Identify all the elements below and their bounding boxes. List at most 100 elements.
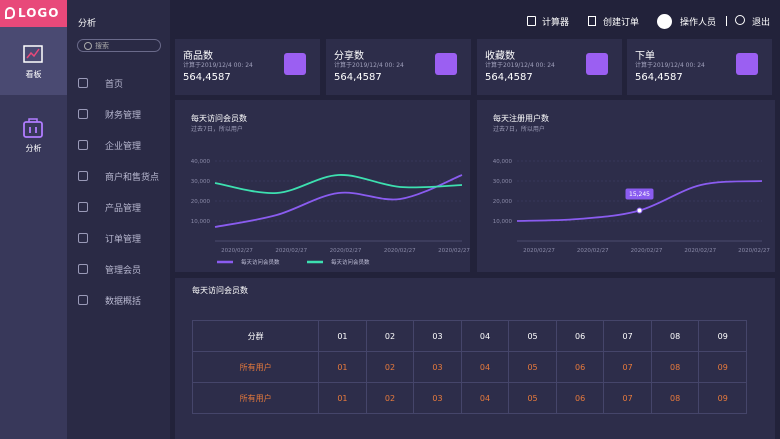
menu-item[interactable]: 商户和售货点 [105, 173, 160, 183]
calc-icon [527, 16, 536, 26]
cell: 04 [460, 351, 510, 383]
chart-subtitle: 过去7日，所以用户 [493, 125, 545, 133]
calculator[interactable]: 计算器 [542, 18, 570, 28]
card-icon [284, 53, 306, 75]
header-cell: 05 [508, 320, 557, 352]
cell: 09 [698, 382, 747, 414]
logo: LOGO [0, 0, 67, 27]
stat-card: 分享数 计算于2019/12/4 00: 24 564,4587 [326, 39, 471, 95]
table-header: 分群 01 02 03 04 05 06 07 08 09 [191, 320, 747, 352]
menu-item[interactable]: 企业管理 [105, 142, 142, 152]
y-tick-label: 30,000 [493, 179, 513, 185]
x-tick-label: 2020/02/27 [275, 248, 307, 254]
user[interactable]: 操作人员 [680, 18, 717, 28]
header-cell: 09 [698, 320, 747, 352]
chart-panel: 每天访问会员数 过去7日，所以用户 10,000 20,000 30,000 40,000… [175, 100, 470, 272]
logout-icon [735, 15, 745, 25]
y-tick-label: 10,000 [191, 219, 211, 225]
card-title: 下单 [635, 51, 655, 62]
cell: 05 [508, 382, 557, 414]
card-value: 564,4587 [485, 72, 533, 83]
cell: 08 [650, 382, 700, 414]
cell: 06 [555, 351, 605, 383]
stat-card: 商品数 计算于2019/12/4 00: 24 564,4587 [175, 39, 320, 95]
menu-icon [78, 140, 88, 150]
stat-card: 收藏数 计算于2019/12/4 00: 24 564,4587 [477, 39, 622, 95]
x-tick-label: 2020/02/27 [523, 248, 555, 254]
x-tick-label: 2020/02/27 [221, 248, 253, 254]
y-tick-label: 20,000 [191, 199, 211, 205]
search-placeholder: 搜索 [95, 42, 109, 50]
cell: 09 [698, 351, 747, 383]
table-title: 每天访问会员数 [192, 286, 248, 295]
y-tick-label: 20,000 [493, 199, 513, 205]
menu-icon [78, 202, 88, 212]
x-tick-label: 2020/02/27 [330, 248, 362, 254]
cell: 所有用户 [191, 382, 320, 414]
point [636, 207, 643, 214]
menu-item[interactable]: 数据概括 [105, 297, 142, 307]
line [214, 174, 463, 228]
header-cell: 06 [555, 320, 605, 352]
x-tick-label: 2020/02/27 [438, 248, 470, 254]
card-value: 564,4587 [183, 72, 231, 83]
menu-item[interactable]: 财务管理 [105, 111, 142, 121]
cell: 02 [365, 382, 415, 414]
cell: 06 [555, 382, 605, 414]
menu-item[interactable]: 产品管理 [105, 204, 142, 214]
sidebar: LOGO 看板 分析 [0, 0, 67, 439]
analysis-icon [23, 118, 43, 138]
chart-panel: 每天注册用户数 过去7日，所以用户 10,000 20,000 30,000 40,000… [477, 100, 775, 272]
menu-item[interactable]: 首页 [105, 80, 124, 90]
menu-icon [78, 295, 88, 305]
header-cell: 07 [603, 320, 652, 352]
nav-item[interactable]: 分析 [0, 108, 67, 168]
header-cell: 02 [365, 320, 415, 352]
menu-icon [78, 109, 88, 119]
header-cell: 08 [650, 320, 700, 352]
logo-text: LOGO [18, 6, 60, 20]
card-value: 564,4587 [635, 72, 683, 83]
card-subtitle: 计算于2019/12/4 00: 24 [635, 62, 705, 69]
table-row: 所有用户 01 02 03 04 05 06 07 08 09 [191, 351, 747, 383]
header-cell: 01 [318, 320, 367, 352]
nav-item[interactable]: 看板 [0, 27, 67, 95]
cell: 所有用户 [191, 351, 320, 383]
cell: 03 [413, 351, 462, 383]
cell: 04 [460, 382, 510, 414]
chart-title: 每天访问会员数 [191, 113, 247, 123]
search-box[interactable]: 搜索 [77, 39, 161, 52]
order-icon [588, 16, 596, 26]
y-tick-label: 40,000 [493, 159, 513, 165]
divider [726, 16, 727, 26]
logo-icon [5, 7, 15, 19]
y-tick-label: 10,000 [493, 219, 513, 225]
stat-card: 下单 计算于2019/12/4 00: 24 564,4587 [627, 39, 772, 95]
table: 分群 01 02 03 04 05 06 07 08 09 所有用户 01 02 03 04 05 06 07 08… [191, 320, 747, 414]
x-tick-label: 2020/02/27 [577, 248, 609, 254]
chart-title: 每天注册用户数 [493, 113, 549, 123]
card-title: 商品数 [183, 51, 213, 62]
nav-label: 分析 [25, 144, 42, 153]
tooltip [625, 188, 654, 200]
board-icon [23, 45, 43, 63]
menu-icon [78, 171, 88, 181]
nav-label: 看板 [25, 70, 42, 79]
menu-item[interactable]: 管理会员 [105, 266, 142, 276]
cell: 01 [318, 382, 367, 414]
x-tick-label: 2020/02/27 [738, 248, 770, 254]
cell: 07 [603, 351, 652, 383]
y-tick-label: 30,000 [191, 179, 211, 185]
cell: 05 [508, 351, 557, 383]
header-cell: 03 [413, 320, 462, 352]
create-order[interactable]: 创建订单 [603, 18, 640, 28]
cell: 02 [365, 351, 415, 383]
menu-item[interactable]: 订单管理 [105, 235, 142, 245]
logout[interactable]: 退出 [752, 18, 771, 28]
card-subtitle: 计算于2019/12/4 00: 24 [485, 62, 555, 69]
x-tick-label: 2020/02/27 [684, 248, 716, 254]
legend-label: 每天访问会员数 [241, 258, 280, 266]
card-title: 分享数 [334, 51, 364, 62]
